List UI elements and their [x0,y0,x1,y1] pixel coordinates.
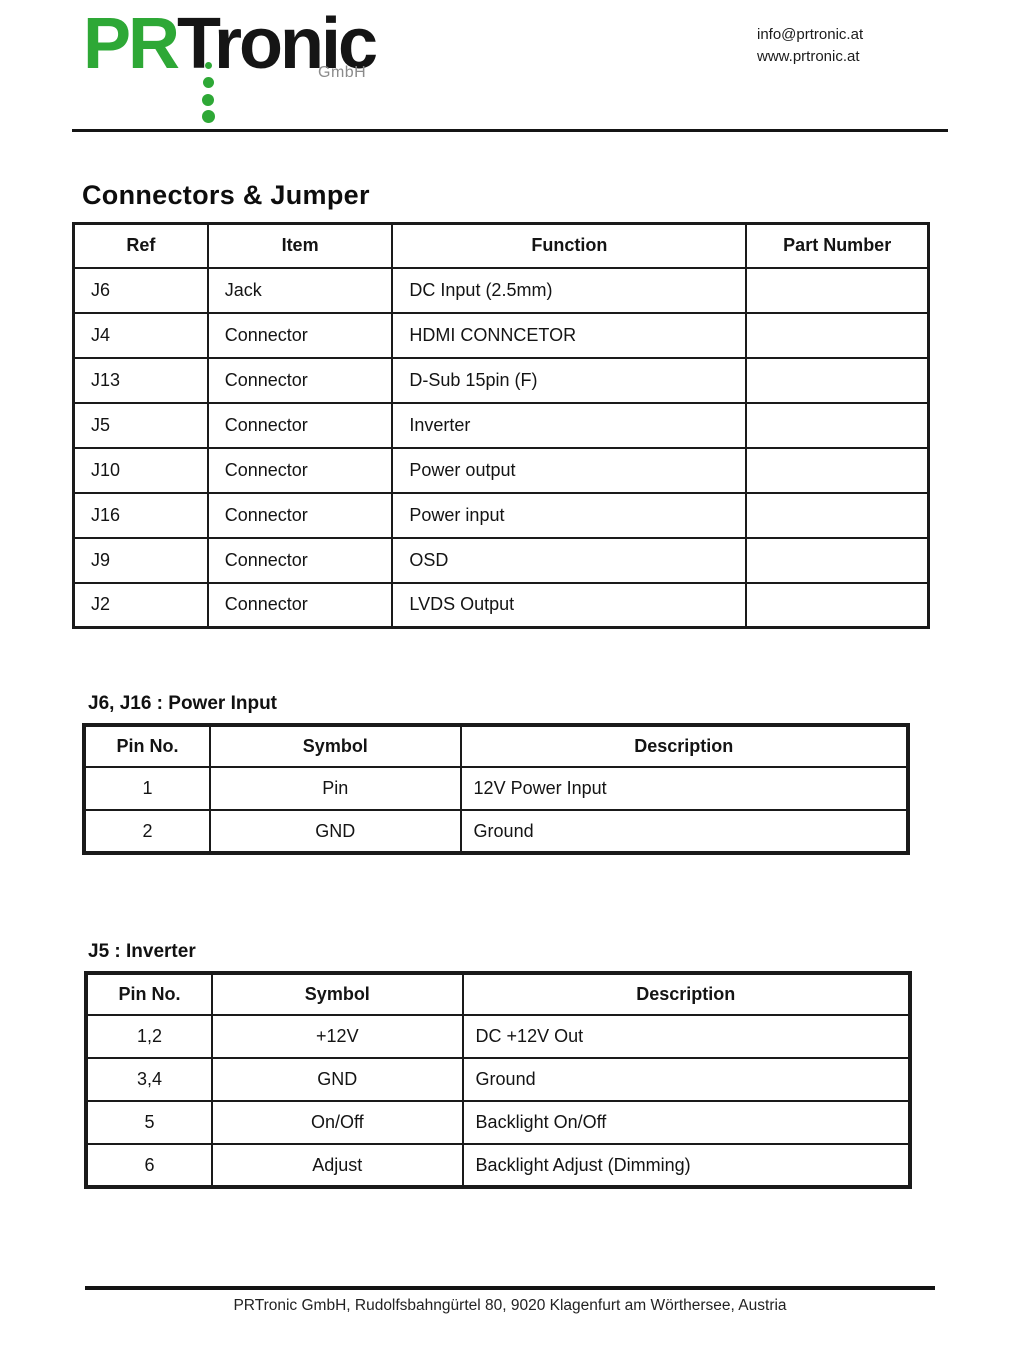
table-cell [745,356,930,404]
table-cell: J9 [72,536,209,584]
header-divider [72,129,948,132]
table-cell: J16 [72,491,209,539]
table-cell: Connector [206,536,394,584]
column-header: Symbol [209,724,462,768]
section-title-power-input: J6, J16 : Power Input [88,693,277,714]
table-cell [745,266,930,314]
inverter-pin-table: Pin No. Symbol Description 1,2 +12V DC +12V O… [84,971,912,1189]
table-header-row: Pin No. Symbol Description [84,972,912,1016]
table-cell: Connector [206,491,394,539]
table-cell: Power input [391,491,748,539]
table-cell: Backlight Adjust (Dimming) [461,1143,912,1188]
table-row: J10 Connector Power output [72,446,930,494]
column-header: Item [206,222,394,269]
table-cell: J2 [72,581,209,629]
table-cell: J4 [72,311,209,359]
table-row: 6 Adjust Backlight Adjust (Dimming) [84,1143,912,1188]
table-cell: D-Sub 15pin (F) [391,356,748,404]
power-input-pin-table: Pin No. Symbol Description 1 Pin 12V Power In… [82,723,910,855]
column-header: Ref [72,222,209,269]
logo-dots-icon [195,62,221,123]
table-cell [745,491,930,539]
column-header: Pin No. [82,724,212,768]
table-row: J5 Connector Inverter [72,401,930,449]
table-cell [745,581,930,629]
table-cell [745,446,930,494]
footer-address: PRTronic GmbH, Rudolfsbahngürtel 80, 902… [233,1297,787,1314]
table-cell: 2 [82,809,212,854]
section-title-inverter: J5 : Inverter [88,941,196,962]
table-cell: Backlight On/Off [461,1100,912,1145]
contact-website: www.prtronic.at [757,48,860,65]
table-cell [745,536,930,584]
table-cell: +12V [211,1014,464,1059]
table-cell: Connector [206,446,394,494]
table-cell: OSD [391,536,748,584]
contact-email: info@prtronic.at [757,26,864,43]
table-cell: 3,4 [84,1057,214,1102]
table-cell: GND [211,1057,464,1102]
column-header: Symbol [211,972,464,1016]
table-cell: DC Input (2.5mm) [391,266,748,314]
logo-text-pr: PR [83,4,180,84]
table-cell: Ground [459,809,910,854]
column-header: Part Number [745,222,930,269]
table-cell: J6 [72,266,209,314]
table-cell [745,401,930,449]
table-cell: Inverter [391,401,748,449]
table-row: J13 Connector D-Sub 15pin (F) [72,356,930,404]
table-header-row: Ref Item Function Part Number [72,222,930,269]
table-cell: Connector [206,356,394,404]
table-cell: 6 [84,1143,214,1188]
page-title: Connectors & Jumper [82,180,370,210]
column-header: Description [459,724,910,768]
table-row: J6 Jack DC Input (2.5mm) [72,266,930,314]
column-header: Pin No. [84,972,214,1016]
table-row: 2 GND Ground [82,809,910,854]
table-row: J4 Connector HDMI CONNCETOR [72,311,930,359]
table-cell: 12V Power Input [459,766,910,811]
footer-divider [85,1286,935,1290]
table-cell: LVDS Output [391,581,748,629]
table-cell: DC +12V Out [461,1014,912,1059]
company-logo: PRTronic GmbH [83,8,403,123]
column-header: Description [461,972,912,1016]
logo-suffix-gmbh: GmbH [318,64,367,81]
table-row: 1 Pin 12V Power Input [82,766,910,811]
table-cell: Connector [206,401,394,449]
table-row: J16 Connector Power input [72,491,930,539]
table-cell: On/Off [211,1100,464,1145]
table-cell: Jack [206,266,394,314]
table-row: 3,4 GND Ground [84,1057,912,1102]
table-header-row: Pin No. Symbol Description [82,724,910,768]
connectors-jumper-table: Ref Item Function Part Number J6 Jack DC Input… [72,222,930,629]
table-cell: Connector [206,311,394,359]
table-cell: GND [209,809,462,854]
table-cell: Connector [206,581,394,629]
table-cell: 1,2 [84,1014,214,1059]
contact-block: info@prtronic.at www.prtronic.at [757,24,863,68]
table-cell [745,311,930,359]
table-row: J2 Connector LVDS Output [72,581,930,629]
table-row: 1,2 +12V DC +12V Out [84,1014,912,1059]
table-row: J9 Connector OSD [72,536,930,584]
table-cell: Pin [209,766,462,811]
table-cell: Power output [391,446,748,494]
table-cell: J13 [72,356,209,404]
table-cell: J10 [72,446,209,494]
table-cell: Ground [461,1057,912,1102]
table-cell: HDMI CONNCETOR [391,311,748,359]
table-cell: Adjust [211,1143,464,1188]
table-cell: J5 [72,401,209,449]
table-cell: 5 [84,1100,214,1145]
column-header: Function [391,222,748,269]
table-cell: 1 [82,766,212,811]
table-row: 5 On/Off Backlight On/Off [84,1100,912,1145]
